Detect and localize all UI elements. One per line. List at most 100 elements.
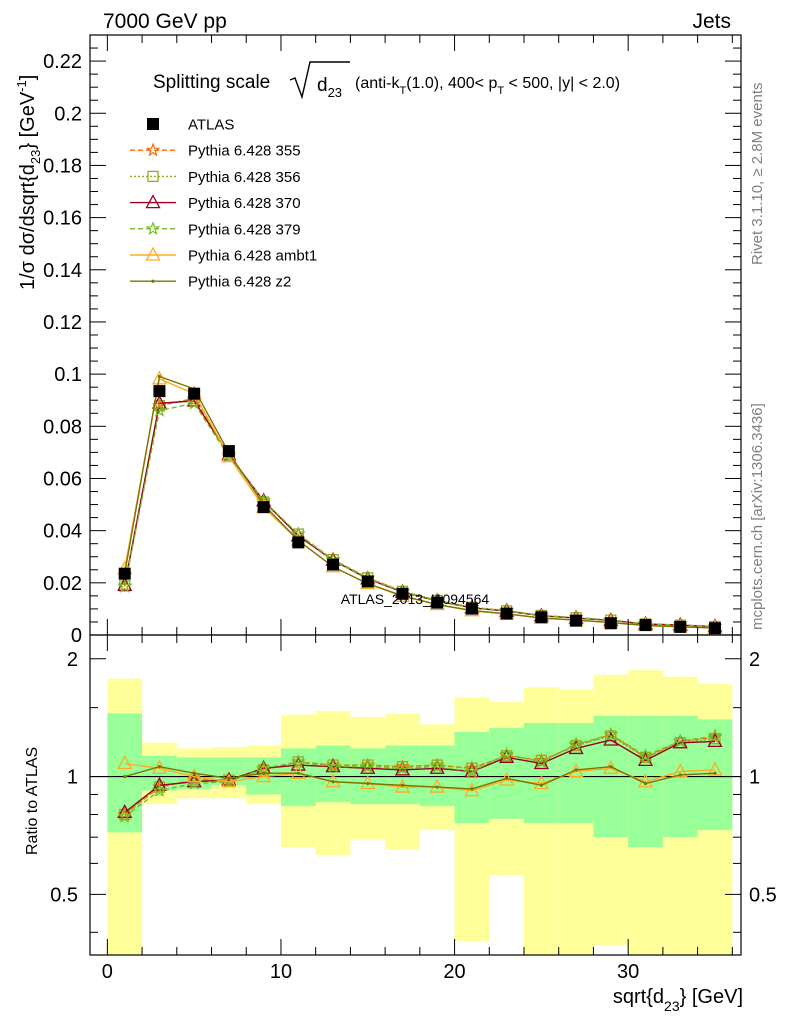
ratio-point-pythia-6-428-379 — [568, 736, 584, 751]
point-atlas — [431, 596, 444, 609]
ratio-point-pythia-6-428-z2 — [123, 774, 127, 779]
ratio-tick-label: 1 — [67, 767, 78, 789]
ratio-point-pythia-6-428-z2 — [296, 771, 300, 775]
ratio-tick-label: 0.5 — [50, 884, 78, 906]
ratio-point-pythia-6-428-z2 — [539, 783, 543, 787]
legend-marker-pythia-6-428-356 — [147, 170, 159, 183]
y-tick-label: 0.14 — [43, 260, 82, 282]
y-tick-label: 0.06 — [43, 468, 82, 490]
ratio-point-pythia-6-428-379 — [499, 746, 514, 761]
ratio-tick-label-right: 0.5 — [749, 884, 777, 906]
ratio-point-pythia-6-428-z2 — [400, 783, 405, 787]
point-atlas — [570, 614, 583, 627]
legend-marker-pythia-6-428-z2 — [151, 279, 155, 283]
ratio-point-pythia-6-428-379 — [395, 760, 410, 775]
ratio-point-pythia-6-428-379 — [117, 808, 133, 823]
point-atlas — [327, 558, 340, 571]
sqrt-sign-icon — [289, 61, 350, 100]
chart-title: Splitting scale — [153, 72, 270, 93]
y-tick-label: 0 — [71, 625, 82, 647]
header-energy: 7000 GeV pp — [103, 10, 227, 33]
analysis-watermark: ATLAS_2013_I1094564 — [341, 591, 490, 607]
x-tick-label: 20 — [443, 961, 465, 983]
ratio-point-pythia-6-428-z2 — [643, 781, 648, 786]
axes-ticks: 0 0.02 0.04 0.06 0.08 0.1 0.12 0.14 0.16 0.18 0.2 0… — [43, 35, 777, 983]
x-tick-label: 0 — [102, 961, 113, 983]
ratio-point-pythia-6-428-z2 — [609, 765, 613, 769]
ratio-tick-label-right: 2 — [749, 649, 760, 671]
legend: ATLAS Pythia 6.428 355 Pythia 6.428 356 Pyt… — [130, 117, 317, 291]
point-pythia-6-428-z2 — [157, 374, 162, 379]
point-atlas — [535, 611, 548, 624]
ratio-point-pythia-6-428-ambt1 — [221, 773, 237, 788]
y-tick-label: 0.18 — [43, 155, 82, 177]
point-pythia-6-428-370 — [151, 394, 168, 409]
legend-label-pythia-6-428-370: Pythia 6.428 370 — [188, 195, 301, 212]
ratio-point-pythia-6-428-379 — [464, 763, 480, 778]
ratio-point-pythia-6-428-ambt1 — [637, 773, 654, 788]
point-atlas — [639, 619, 652, 632]
ratio-point-pythia-6-428-z2 — [192, 771, 196, 775]
point-atlas — [292, 536, 305, 549]
y-tick-label: 0.12 — [43, 312, 82, 334]
ratio-point-pythia-6-428-z2 — [574, 768, 578, 772]
x-tick-label: 10 — [270, 961, 292, 983]
legend-marker-atlas — [147, 118, 159, 130]
point-atlas — [500, 607, 513, 620]
ratio-point-pythia-6-428-379 — [638, 748, 653, 762]
ratio-point-pythia-6-428-379 — [290, 754, 306, 769]
y-tick-label: 0.16 — [43, 208, 82, 230]
ratio-point-pythia-6-428-ambt1 — [256, 768, 272, 783]
legend-label-pythia-6-428-355: Pythia 6.428 355 — [188, 143, 301, 160]
y-tick-label: 0.02 — [43, 573, 82, 595]
y-tick-label: 0.22 — [43, 51, 82, 73]
ratio-point-pythia-6-428-z2 — [713, 771, 717, 775]
ratio-tick-label: 2 — [67, 649, 78, 671]
y-axis-title: 1/σ dσ/dsqrt{d23} [GeV-1] — [14, 75, 43, 290]
ratio-band-inner — [524, 723, 559, 824]
chart-title-cuts: (anti-kT(1.0), 400< pT < 500, |y| < 2.0) — [355, 75, 620, 97]
point-atlas — [465, 602, 478, 615]
ratio-band-inner — [419, 745, 455, 807]
ratio-point-pythia-6-428-ambt1 — [464, 782, 480, 797]
y-tick-label: 0.08 — [43, 416, 82, 438]
y-tick-label: 0.2 — [54, 103, 82, 125]
legend-label-pythia-6-428-z2: Pythia 6.428 z2 — [188, 274, 291, 291]
legend-marker-pythia-6-428-370 — [145, 194, 161, 209]
main-plot-series — [117, 370, 723, 635]
ratio-plot-frame — [89, 634, 742, 956]
point-atlas — [153, 385, 166, 398]
y-tick-label: 0.04 — [43, 521, 82, 543]
point-atlas — [222, 445, 235, 458]
ratio-point-pythia-6-428-ambt1 — [117, 755, 133, 770]
ratio-point-pythia-6-428-379 — [534, 754, 549, 769]
ratio-point-pythia-6-428-ambt1 — [672, 763, 688, 778]
ratio-point-pythia-6-428-ambt1 — [568, 763, 584, 778]
rivet-label: Rivet 3.1.10, ≥ 2.8M events — [749, 83, 766, 266]
ratio-point-pythia-6-428-ambt1 — [533, 775, 549, 790]
ratio-point-pythia-6-428-370 — [117, 804, 133, 819]
point-atlas — [396, 587, 409, 600]
ratio-point-pythia-6-428-379 — [707, 728, 723, 743]
ratio-point-pythia-6-428-z2 — [366, 781, 370, 786]
ratio-point-pythia-6-428-ambt1 — [290, 764, 306, 779]
legend-label-atlas: ATLAS — [188, 117, 234, 134]
legend-label-pythia-6-428-356: Pythia 6.428 356 — [188, 169, 301, 186]
ratio-point-pythia-6-428-379 — [360, 758, 376, 773]
legend-label-pythia-6-428-379: Pythia 6.428 379 — [188, 221, 301, 238]
ratio-uncertainty-bands — [107, 670, 733, 955]
ratio-line-pythia-6-428-z2 — [124, 765, 716, 790]
ratio-point-pythia-6-428-z2 — [678, 773, 682, 777]
ratio-point-pythia-6-428-379 — [603, 726, 619, 741]
ratio-band-inner — [454, 731, 490, 824]
chart-title-variable: d23 — [317, 75, 342, 100]
ratio-point-pythia-6-428-z2 — [227, 776, 231, 780]
x-tick-label: 30 — [617, 961, 639, 983]
point-atlas — [188, 387, 201, 400]
point-atlas — [118, 567, 131, 580]
ratio-point-pythia-6-428-379 — [152, 782, 167, 797]
legend-label-pythia-6-428-ambt1: Pythia 6.428 ambt1 — [188, 248, 317, 265]
ratio-point-pythia-6-428-ambt1 — [360, 775, 376, 790]
point-atlas — [708, 622, 721, 635]
